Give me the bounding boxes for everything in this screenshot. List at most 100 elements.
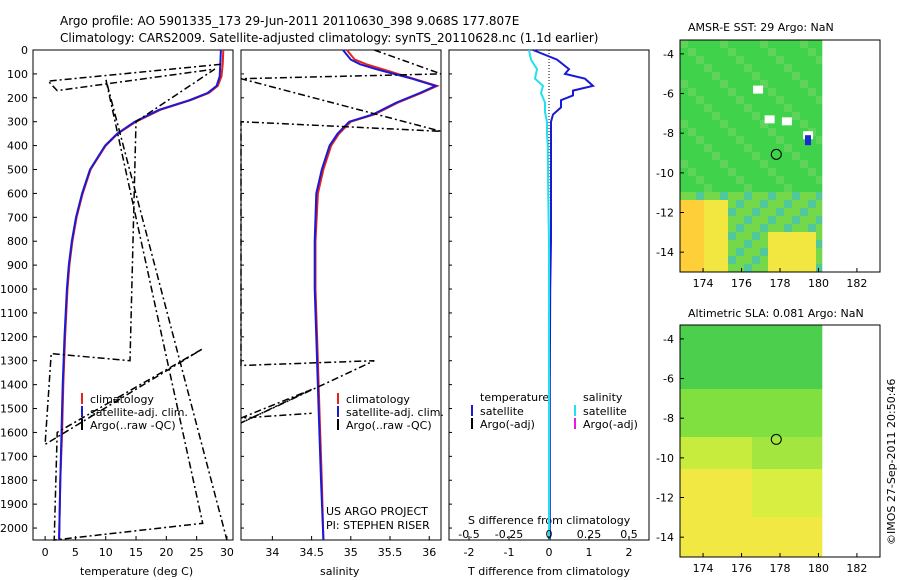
map-cell (712, 373, 720, 381)
latitude-tick-label: -8 (663, 412, 674, 425)
latitude-tick-label: -4 (663, 48, 674, 61)
map-cell (728, 256, 736, 264)
map-cell (784, 381, 792, 389)
map-cell (792, 365, 800, 373)
map-cell (680, 136, 688, 144)
longitude-tick-label: 176 (731, 277, 752, 290)
map-cell (704, 40, 712, 48)
longitude-tick-label: 180 (808, 277, 829, 290)
map-cell (736, 48, 744, 56)
map-cell (720, 56, 728, 64)
map-cell (736, 240, 744, 248)
map-cell (752, 349, 760, 357)
map-cell (752, 248, 760, 256)
map-cell (736, 256, 744, 264)
map-cell (720, 144, 728, 152)
map-cell (808, 509, 816, 517)
map-cell (808, 168, 816, 176)
map-cell (816, 533, 823, 541)
map-cell (688, 517, 696, 525)
map-cell (784, 240, 792, 248)
map-cell (816, 232, 823, 240)
map-cell (728, 405, 736, 413)
map-cell (728, 373, 736, 381)
latitude-tick-label: -10 (656, 452, 674, 465)
map-cell (688, 56, 696, 64)
map-cell (688, 533, 696, 541)
map-cell (712, 381, 720, 389)
map-cell (696, 224, 704, 232)
map-cell (744, 248, 752, 256)
map-cell (736, 333, 744, 341)
map-cell (768, 549, 776, 557)
map-cell (744, 216, 752, 224)
x-tick-label: 15 (129, 546, 143, 559)
map-cell (776, 517, 784, 525)
map-cell (744, 477, 752, 485)
map-cell (680, 200, 688, 208)
map-cell (736, 469, 744, 477)
map-cell (744, 525, 752, 533)
map-cell (800, 192, 808, 200)
map-cell (752, 389, 760, 397)
map-cell (776, 128, 784, 136)
map-cell (752, 357, 760, 365)
map-cell (688, 72, 696, 80)
map-cell (752, 421, 760, 429)
map-cell (704, 48, 712, 56)
map-cell (728, 453, 736, 461)
map-cell (696, 493, 704, 501)
map-cell (784, 325, 792, 333)
map-cell (704, 152, 712, 160)
map-cell (760, 365, 768, 373)
map-cell (688, 357, 696, 365)
map-cell (784, 256, 792, 264)
map-cell (752, 96, 760, 104)
map-cell (696, 72, 704, 80)
map-cell (688, 453, 696, 461)
map-cell (688, 120, 696, 128)
map-cell (720, 373, 728, 381)
map-cell (808, 389, 816, 397)
map-cell (776, 176, 784, 184)
map-cell (768, 341, 776, 349)
map-cell (816, 240, 823, 248)
map-cell (704, 240, 712, 248)
longitude-tick-label: 174 (693, 277, 714, 290)
map-cell (816, 373, 823, 381)
map-cell (816, 349, 823, 357)
map-cell (736, 184, 744, 192)
map-cell (728, 144, 736, 152)
map-cell (728, 240, 736, 248)
map-cell (712, 168, 720, 176)
longitude-tick-label: 176 (731, 562, 752, 575)
map-cell (760, 224, 768, 232)
map-cell (736, 461, 744, 469)
map-cell (704, 525, 712, 533)
map-cell (760, 405, 768, 413)
map-cell (712, 264, 720, 272)
map-cell (760, 80, 768, 88)
map-cell (792, 40, 800, 48)
map-cell (816, 128, 823, 136)
map-cell (728, 160, 736, 168)
longitude-tick-label: 174 (693, 562, 714, 575)
map-cell (680, 232, 688, 240)
map-cell (680, 112, 688, 120)
map-cell (784, 453, 792, 461)
map-cell (744, 40, 752, 48)
map-cell (720, 88, 728, 96)
map-cell (704, 541, 712, 549)
map-cell (800, 477, 808, 485)
map-cell (720, 120, 728, 128)
map-cell (720, 541, 728, 549)
map-cell (712, 357, 720, 365)
map-cell (696, 341, 704, 349)
map-cell (760, 509, 768, 517)
map-cell (696, 200, 704, 208)
map-cell (808, 232, 816, 240)
map-cell (736, 64, 744, 72)
map-cell (712, 96, 720, 104)
map-cell (744, 349, 752, 357)
map-cell (768, 64, 776, 72)
